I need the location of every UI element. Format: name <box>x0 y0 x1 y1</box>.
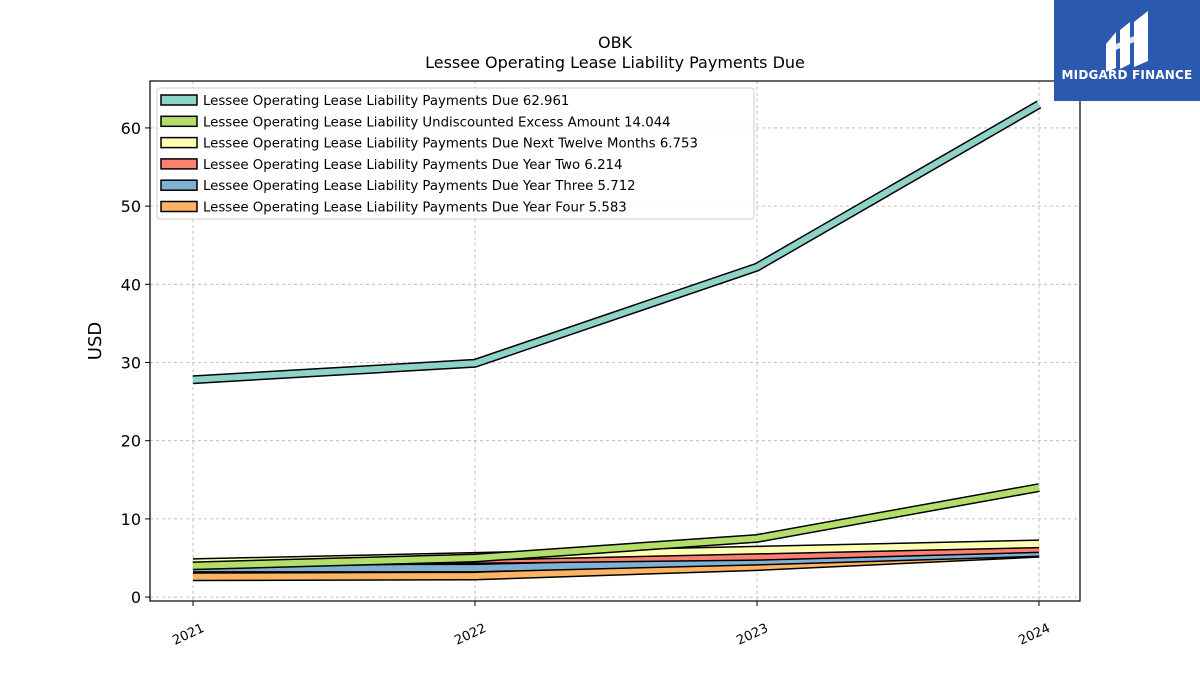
legend-swatch <box>160 200 198 213</box>
y-tick-label: 30 <box>121 354 141 373</box>
legend-label: Lessee Operating Lease Liability Undisco… <box>203 115 671 130</box>
y-tick-label: 0 <box>131 588 141 607</box>
y-tick-label: 60 <box>121 119 141 138</box>
series-line <box>192 101 1041 383</box>
chart-title: OBK <box>598 33 633 52</box>
series-layer <box>192 100 1042 582</box>
legend-swatch <box>160 179 198 191</box>
legend-swatch <box>160 158 198 170</box>
series-line-group <box>192 100 1042 385</box>
axis-ticks: 0 10 20 30 40 50 60 2021 2022 2023 2024 <box>121 119 1053 649</box>
y-tick-label: 10 <box>121 510 141 529</box>
y-tick-label: 20 <box>121 432 141 451</box>
series-line <box>192 484 1040 569</box>
chart-subtitle: Lessee Operating Lease Liability Payment… <box>425 53 805 72</box>
legend-label: Lessee Operating Lease Liability Payment… <box>203 137 698 152</box>
x-tick-label: 2022 <box>452 621 488 649</box>
legend: Lessee Operating Lease Liability Payment… <box>156 87 755 220</box>
series-line-group <box>192 483 1040 571</box>
x-tick-label: 2023 <box>734 621 770 649</box>
y-tick-label: 40 <box>121 275 141 294</box>
x-tick-label: 2021 <box>170 621 206 649</box>
y-tick-label: 50 <box>121 197 141 216</box>
logo-mark-icon <box>1106 11 1148 72</box>
legend-label: Lessee Operating Lease Liability Payment… <box>203 94 569 109</box>
y-axis-label: USD <box>85 322 106 360</box>
legend-label: Lessee Operating Lease Liability Payment… <box>203 201 627 216</box>
legend-label: Lessee Operating Lease Liability Payment… <box>203 179 636 194</box>
legend-swatch <box>160 115 198 128</box>
legend-swatch <box>160 94 198 106</box>
legend-box <box>156 87 755 220</box>
plot-frame <box>149 80 1081 602</box>
midgard-finance-logo: MIDGARD FINANCE <box>1054 0 1200 101</box>
x-tick-label: 2024 <box>1016 621 1052 649</box>
logo-text: MIDGARD FINANCE <box>1061 68 1193 82</box>
legend-swatch <box>160 136 198 149</box>
legend-label: Lessee Operating Lease Liability Payment… <box>203 158 622 173</box>
